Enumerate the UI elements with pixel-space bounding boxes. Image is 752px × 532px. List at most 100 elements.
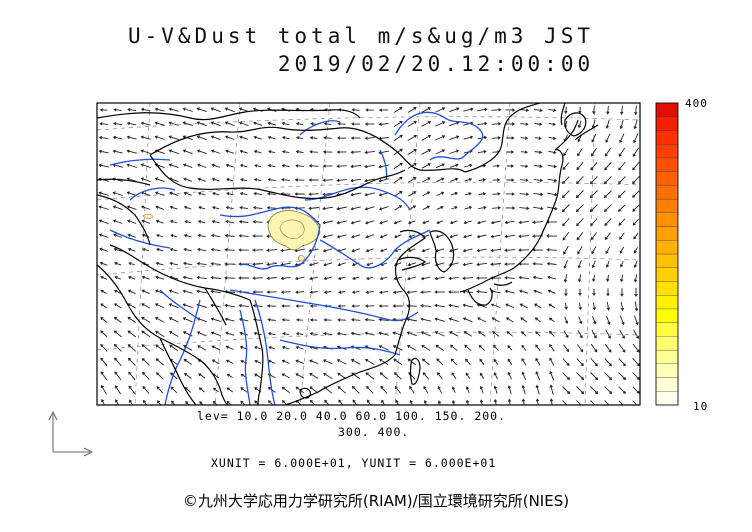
wind-vector [100, 289, 108, 294]
wind-vector [603, 176, 612, 185]
wind-vector [99, 233, 109, 238]
coastlines [97, 103, 599, 405]
wind-vector [394, 234, 402, 239]
wind-vector [98, 219, 109, 225]
wind-vector [506, 331, 513, 337]
wind-vector [212, 401, 218, 405]
wind-vector [238, 219, 249, 224]
colorbar-swatch [655, 185, 679, 200]
wind-vector [336, 359, 347, 365]
wind-vector [450, 191, 459, 196]
wind-vector [113, 233, 123, 238]
wind-vector [479, 385, 484, 394]
wind-vector [463, 234, 473, 239]
wind-vector [435, 135, 446, 141]
wind-vector [618, 372, 627, 381]
wind-vector [196, 135, 207, 141]
wind-vector [239, 135, 249, 140]
copyright-notice: ©九州大学応用力学研究所(RIAM)/国立環境研究所(NIES) [182, 492, 570, 510]
wind-vector [589, 204, 598, 213]
wind-vector [114, 385, 122, 395]
contour-levels-line1: lev= 10.0 20.0 40.0 60.0 100. 150. 200. [197, 409, 507, 423]
wind-vector [338, 399, 344, 405]
wind-vector [606, 274, 610, 282]
wind-vector [437, 400, 442, 405]
wind-vector [591, 133, 597, 143]
wind-vector [336, 150, 347, 154]
wind-vector [114, 357, 122, 367]
wind-vector [309, 373, 319, 379]
wind-vector [533, 192, 544, 197]
wind-vector [238, 303, 249, 308]
wind-vector [548, 136, 557, 140]
wind-vector [266, 304, 277, 308]
wind-vector [578, 316, 583, 325]
wind-vector [505, 303, 515, 309]
wind-vector [632, 218, 640, 226]
wind-vector [533, 178, 544, 183]
wind-vector [477, 121, 488, 126]
wind-vector [182, 275, 193, 280]
wind-vector [546, 234, 558, 238]
wind-vector [392, 290, 403, 295]
reference-vector-icon [48, 410, 94, 457]
wind-vector [518, 248, 530, 252]
wind-vector [197, 219, 206, 224]
wind-vector [435, 344, 445, 351]
wind-vector [309, 318, 318, 322]
wind-vector [549, 384, 554, 395]
wind-vector [592, 302, 597, 311]
colorbar-frame [655, 102, 679, 406]
wind-vector [448, 317, 459, 323]
wind-vector [268, 359, 276, 364]
wind-vector [604, 400, 612, 405]
wind-vector [436, 205, 444, 210]
wind-vector [113, 121, 123, 126]
wind-vector [308, 164, 319, 168]
wind-vector [140, 177, 151, 183]
wind-vector [533, 289, 543, 294]
wind-vector [238, 121, 249, 126]
wind-vector [633, 232, 639, 240]
wind-vector [477, 107, 488, 112]
wind-vector [504, 262, 516, 266]
wind-vector [309, 304, 318, 308]
wind-vector [563, 274, 568, 283]
wind-vector [128, 385, 136, 395]
wind-vector [238, 276, 249, 280]
wind-vector [491, 317, 500, 323]
wind-vector [323, 276, 332, 281]
wind-vector [364, 192, 375, 197]
wind-vector [112, 149, 123, 154]
wind-vector [547, 275, 557, 280]
wind-vector [336, 178, 347, 183]
wind-vector [534, 122, 543, 126]
wind-vector [423, 400, 428, 405]
wind-vector [381, 399, 386, 405]
wind-vector [420, 317, 432, 322]
wind-vector [421, 163, 431, 169]
wind-vector [127, 289, 136, 295]
wind-vector [549, 370, 555, 381]
wind-vector [295, 359, 305, 365]
wind-vector [126, 205, 137, 211]
wind-vector [336, 234, 347, 239]
wind-vector [479, 399, 484, 405]
wind-vector [435, 163, 445, 169]
wind-vector [576, 372, 585, 381]
wind-vector [421, 149, 432, 155]
wind-vector [632, 400, 639, 405]
wind-vector [324, 399, 330, 405]
wind-vector [182, 149, 193, 155]
wind-vector [604, 358, 612, 367]
wind-vector [394, 205, 403, 211]
wind-vector [575, 190, 584, 199]
wind-vector [238, 317, 249, 322]
wind-vector [618, 176, 626, 185]
wind-vector [365, 234, 375, 239]
wind-vector [533, 206, 544, 211]
wind-vector [563, 259, 568, 269]
wind-vector [154, 121, 165, 126]
wind-vector [617, 190, 626, 198]
